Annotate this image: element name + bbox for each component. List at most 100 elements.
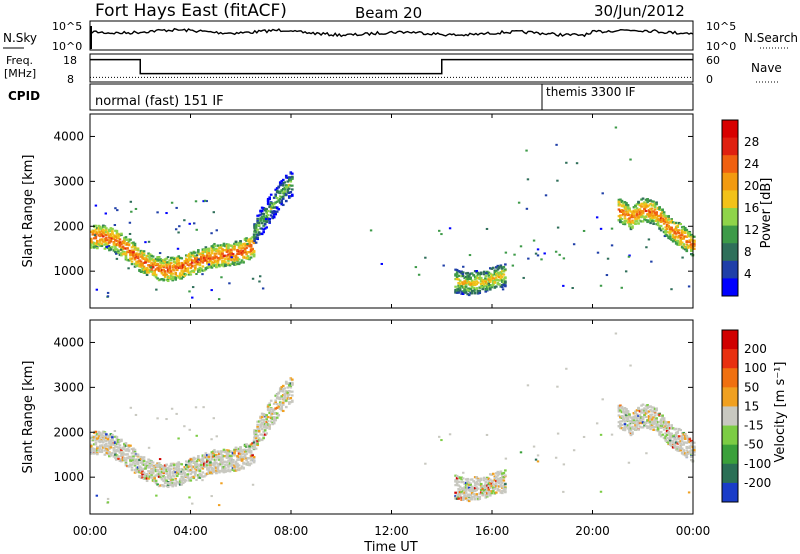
- power-cell: [266, 197, 270, 201]
- velocity-cell: [201, 467, 205, 470]
- power-cell: [218, 264, 221, 267]
- velocity-cell: [132, 450, 135, 453]
- power-cell: [493, 281, 497, 284]
- power-cell: [177, 231, 180, 234]
- power-cell: [94, 237, 98, 240]
- power-cell: [172, 257, 176, 261]
- velocity-cell: [102, 431, 105, 434]
- velocity-cell: [120, 458, 123, 461]
- power-cell: [115, 231, 119, 235]
- velocity-cell: [478, 480, 482, 483]
- velocity-cell: [181, 470, 185, 473]
- velocity-cell: [488, 494, 492, 497]
- power-cell: [212, 244, 215, 247]
- velocity-cell: [487, 488, 490, 491]
- velocity-cell: [278, 388, 282, 392]
- velocity-cell: [674, 446, 678, 450]
- velocity-cell: [252, 447, 256, 450]
- velocity-cell: [265, 420, 268, 424]
- power-cell: [99, 244, 102, 248]
- power-cell: [115, 243, 119, 246]
- velocity-cell: [481, 485, 485, 488]
- velocity-cell: [472, 492, 476, 496]
- power-cell: [496, 271, 500, 274]
- velocity-cell: [129, 457, 132, 460]
- power-cell: [103, 238, 107, 241]
- velocity-cell: [96, 449, 99, 452]
- power-cell: [165, 257, 168, 260]
- power-cell: [263, 219, 267, 223]
- power-cell: [228, 282, 231, 285]
- velocity-cell: [90, 445, 93, 448]
- power-cell: [277, 191, 281, 194]
- power-cell: [693, 235, 696, 238]
- power-cell: [189, 262, 193, 265]
- velocity-colorbar-tick: 200: [744, 342, 767, 356]
- power-cell: [467, 293, 471, 297]
- velocity-cell: [242, 467, 245, 470]
- velocity-cell: [495, 485, 498, 488]
- velocity-cell: [271, 421, 275, 424]
- velocity-cell: [236, 449, 239, 452]
- velocity-cell: [683, 454, 687, 457]
- velocity-cell: [120, 460, 123, 463]
- power-cell: [216, 256, 220, 260]
- velocity-cell: [637, 406, 640, 409]
- power-cell: [473, 288, 477, 291]
- velocity-cell: [198, 463, 202, 466]
- power-cell: [156, 211, 159, 214]
- power-cell: [502, 270, 506, 273]
- velocity-cell: [93, 443, 96, 446]
- power-cell: [123, 236, 126, 240]
- power-cell: [455, 277, 459, 281]
- velocity-cell: [623, 420, 627, 423]
- power-cell: [289, 180, 293, 183]
- velocity-colorbar-swatch: [722, 425, 738, 446]
- velocity-cell: [454, 484, 457, 487]
- power-cell: [638, 204, 642, 207]
- velocity-cell: [181, 476, 185, 479]
- velocity-cell: [650, 413, 654, 416]
- power-cell: [671, 237, 675, 240]
- velocity-cell: [111, 441, 114, 445]
- power-cell: [670, 218, 673, 221]
- velocity-cell: [653, 425, 657, 428]
- power-cell: [109, 247, 113, 250]
- power-cell: [251, 277, 255, 280]
- power-cell: [197, 261, 200, 265]
- x-tick-label: 12:00: [374, 524, 409, 538]
- power-cell: [287, 178, 291, 181]
- power-cell: [680, 241, 684, 244]
- velocity-cell: [209, 461, 212, 464]
- power-cell: [187, 271, 191, 274]
- velocity-cell: [254, 442, 258, 445]
- velocity-cell: [112, 449, 116, 452]
- power-cell: [121, 250, 125, 253]
- velocity-cell: [237, 450, 241, 453]
- velocity-cell: [171, 478, 175, 481]
- velocity-cell: [246, 457, 250, 460]
- power-cell: [662, 230, 666, 233]
- power-cell: [674, 228, 678, 231]
- power-cell: [504, 281, 507, 284]
- power-cell: [96, 243, 99, 246]
- velocity-cell: [135, 459, 138, 462]
- power-cell: [90, 246, 93, 249]
- velocity-cell: [455, 496, 459, 499]
- power-cell: [628, 219, 631, 222]
- velocity-cell: [676, 431, 680, 434]
- power-cell: [640, 202, 643, 205]
- power-cell: [243, 248, 247, 251]
- power-cell: [117, 249, 120, 252]
- velocity-cell: [280, 386, 284, 389]
- power-cell: [688, 241, 692, 244]
- power-cell: [133, 258, 137, 261]
- power-cell: [504, 251, 508, 254]
- power-cell: [114, 207, 117, 210]
- noise-sky-line: [89, 27, 694, 38]
- velocity-cell: [177, 437, 180, 440]
- power-cell: [117, 240, 120, 243]
- power-cell: [525, 149, 528, 152]
- velocity-cell: [243, 450, 247, 453]
- power-cell: [671, 233, 675, 236]
